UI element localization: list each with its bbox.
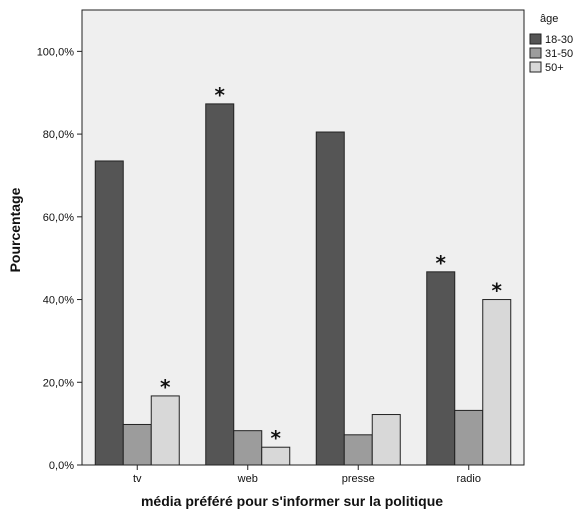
significance-star: * (215, 83, 226, 107)
significance-star: * (271, 426, 282, 450)
plot-background (81, 9, 525, 466)
y-tick-label: 20,0% (43, 377, 74, 389)
y-tick-label: 60,0% (43, 212, 74, 224)
x-axis-title: média préféré pour s'informer sur la pol… (141, 493, 443, 509)
bar-radio-18-30 (426, 271, 456, 466)
significance-star: * (160, 375, 171, 399)
legend-swatch (529, 47, 542, 59)
bar-web-31-50 (233, 430, 263, 466)
bar-tv-18-30 (94, 160, 124, 466)
bar-presse-31-50 (343, 434, 373, 466)
bar-presse-50+ (371, 414, 401, 466)
x-tick-label: presse (342, 473, 375, 485)
bar-web-50+ (261, 446, 291, 466)
x-tick-label: radio (457, 473, 481, 485)
y-axis-title: Pourcentage (7, 187, 23, 272)
legend-label: 50+ (545, 62, 564, 74)
bar-web-18-30 (205, 103, 235, 466)
significance-star: * (436, 251, 447, 275)
x-tick-label: tv (133, 473, 142, 485)
bar-tv-50+ (150, 395, 180, 466)
legend: âge 18-30 31-50 50+ (529, 13, 573, 74)
bar-radio-50+ (482, 299, 512, 466)
legend-label: 18-30 (545, 34, 573, 46)
y-tick-label: 80,0% (43, 129, 74, 141)
y-tick-label: 100,0% (37, 46, 75, 58)
bar-radio-31-50 (454, 409, 484, 466)
bar-presse-18-30 (315, 131, 345, 466)
x-tick-label: web (237, 473, 258, 485)
legend-label: 31-50 (545, 48, 573, 60)
y-tick-label: 0,0% (49, 460, 74, 472)
y-tick-label: 40,0% (43, 295, 74, 307)
legend-swatch (529, 61, 542, 73)
significance-star: * (492, 279, 503, 303)
bar-tv-31-50 (122, 423, 152, 466)
legend-title: âge (540, 13, 558, 25)
plot-area: 0,0% 20,0% 40,0% 60,0% 80,0% 100,0% * tv * * web pr… (37, 9, 525, 485)
legend-swatch (529, 33, 542, 45)
